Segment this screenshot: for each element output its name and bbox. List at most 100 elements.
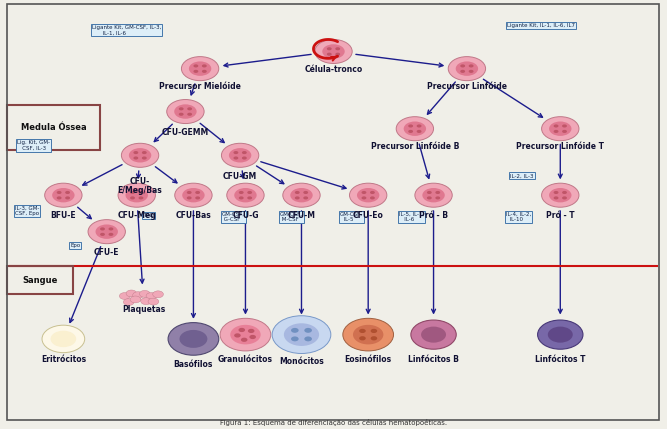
Circle shape [133,157,138,160]
Circle shape [422,188,445,202]
Circle shape [283,183,320,207]
Circle shape [52,188,75,202]
Circle shape [343,318,394,351]
Text: Precursor Linfóide T: Precursor Linfóide T [516,142,604,151]
Circle shape [42,325,85,353]
Circle shape [130,296,141,303]
Text: Epo: Epo [70,243,80,248]
Circle shape [230,325,261,344]
Circle shape [239,196,243,199]
Circle shape [242,157,247,160]
Circle shape [187,107,192,110]
Circle shape [88,220,125,244]
Circle shape [291,336,299,341]
Circle shape [193,70,198,73]
Text: IL-4, IL-2,
  IL-10: IL-4, IL-2, IL-10 [506,211,531,223]
Circle shape [247,196,252,199]
Circle shape [554,124,558,127]
Circle shape [126,290,137,297]
Text: GM-CSF,
  IL-5: GM-CSF, IL-5 [340,211,363,223]
Text: Plaquetas: Plaquetas [122,305,165,314]
Circle shape [65,196,70,199]
Text: CFU-E: CFU-E [94,248,119,257]
Circle shape [408,124,413,127]
Circle shape [554,130,558,133]
Circle shape [109,233,113,236]
Circle shape [100,233,105,236]
Circle shape [139,191,143,194]
Circle shape [179,330,207,348]
Circle shape [322,44,345,59]
Circle shape [456,61,478,76]
Circle shape [125,188,148,202]
Circle shape [65,191,70,194]
Text: GM-CSF,
 M-CSF: GM-CSF, M-CSF [280,211,303,223]
Circle shape [549,188,572,202]
Circle shape [336,47,340,50]
Text: Precursor Linfóide B: Precursor Linfóide B [371,142,459,151]
Circle shape [220,318,271,351]
Text: GM-CSF,
 G-CSF: GM-CSF, G-CSF [222,211,245,223]
Circle shape [195,191,200,194]
Circle shape [436,196,440,199]
Circle shape [179,107,183,110]
Circle shape [549,121,572,136]
Text: IL-5, IL-1,
   IL-6: IL-5, IL-1, IL-6 [399,211,424,223]
Circle shape [408,130,413,133]
Circle shape [202,70,207,73]
Circle shape [51,331,76,347]
Text: CFU-GEMM: CFU-GEMM [162,128,209,137]
Circle shape [247,191,252,194]
Circle shape [542,183,579,207]
Circle shape [303,196,308,199]
Circle shape [168,323,219,355]
Circle shape [227,183,264,207]
Circle shape [469,70,474,73]
Circle shape [119,293,130,299]
Circle shape [427,196,432,199]
Circle shape [315,39,352,63]
Circle shape [421,326,446,343]
Circle shape [436,191,440,194]
Circle shape [229,148,251,163]
Text: Eritrócitos: Eritrócitos [41,355,86,364]
Circle shape [415,183,452,207]
Circle shape [187,196,191,199]
Circle shape [167,100,204,124]
Circle shape [554,191,558,194]
Circle shape [562,191,567,194]
Circle shape [153,291,163,298]
Circle shape [130,191,135,194]
Circle shape [133,151,138,154]
Circle shape [57,196,61,199]
Circle shape [241,338,247,342]
Text: Granulócitos: Granulócitos [218,355,273,364]
Circle shape [460,64,465,67]
Text: CFU-
E/Meg/Bas: CFU- E/Meg/Bas [117,177,163,196]
Circle shape [371,336,378,341]
Text: Sangue: Sangue [22,276,58,284]
Circle shape [129,148,151,163]
Circle shape [562,124,567,127]
Circle shape [139,196,143,199]
Circle shape [45,183,82,207]
Circle shape [139,290,150,297]
Circle shape [234,188,257,202]
Circle shape [234,333,241,338]
Circle shape [100,227,105,230]
Text: Ligante Kit, IL-1, IL-6, IL7: Ligante Kit, IL-1, IL-6, IL7 [507,23,575,28]
Text: Pró - T: Pró - T [546,211,574,221]
Text: CFU-M: CFU-M [287,211,315,221]
Circle shape [202,64,207,67]
Circle shape [187,191,191,194]
Circle shape [370,191,375,194]
Circle shape [327,47,331,50]
Text: Ligante Kit, GM-CSF, IL-3,
      IL-1, IL-6: Ligante Kit, GM-CSF, IL-3, IL-1, IL-6 [92,24,161,36]
Circle shape [291,328,299,333]
Circle shape [357,188,380,202]
Circle shape [284,323,319,346]
Circle shape [95,224,118,239]
Circle shape [469,64,474,67]
Circle shape [189,61,211,76]
Circle shape [221,143,259,167]
